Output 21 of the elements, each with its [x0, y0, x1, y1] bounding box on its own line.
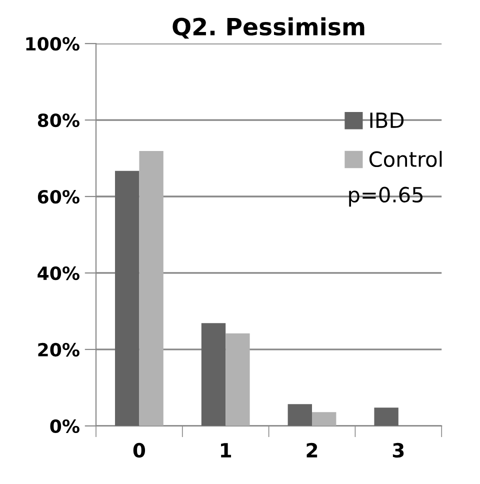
chart-title: Q2. Pessimism: [172, 17, 364, 39]
bar: [226, 333, 250, 426]
bar: [201, 323, 226, 426]
bar: [312, 412, 336, 426]
legend-label: IBD: [370, 112, 404, 128]
x-tick-label: 2: [306, 442, 318, 458]
y-tick-label: 80%: [38, 113, 80, 128]
legend-label: Control: [369, 150, 442, 168]
x-tick-label: 1: [221, 443, 232, 458]
annotation: p=0.65: [349, 186, 422, 207]
y-tick-label: 100%: [26, 37, 80, 51]
y-tick-label: 40%: [38, 266, 80, 280]
y-tick-label: 20%: [38, 342, 80, 357]
bar: [288, 404, 312, 426]
y-tick-label: 0%: [50, 419, 80, 434]
bar: [374, 408, 398, 426]
x-tick-label: 0: [133, 442, 146, 458]
bar: [139, 151, 164, 426]
y-tick-label: 60%: [38, 190, 80, 204]
x-tick-label: 3: [392, 442, 404, 458]
bar: [115, 170, 140, 426]
